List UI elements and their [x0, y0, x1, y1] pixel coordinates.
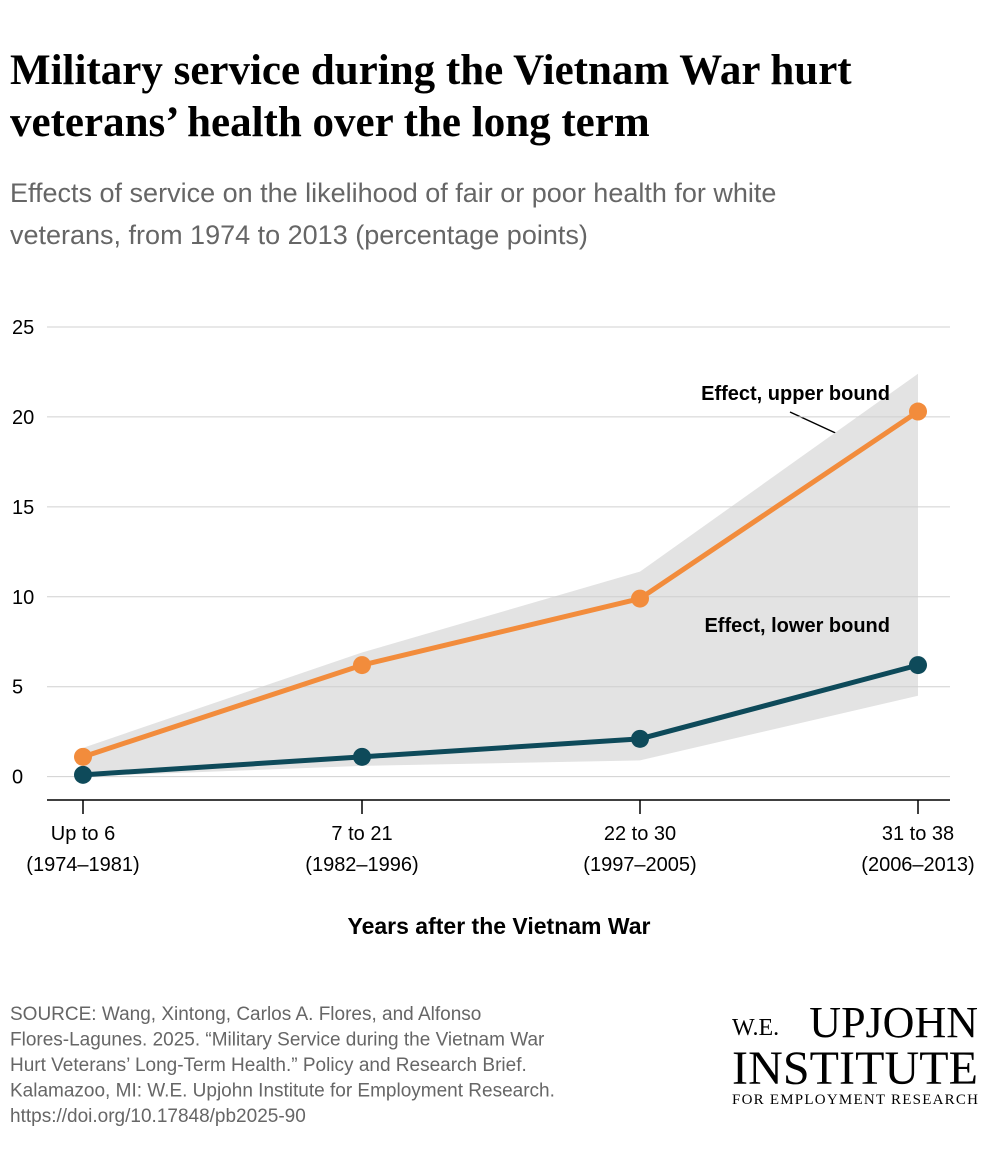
y-tick-label: 25: [12, 317, 34, 339]
source-note: Hurt Veterans’ Long-Term Health.” Policy…: [10, 1055, 527, 1076]
y-tick-label: 20: [12, 407, 34, 429]
x-tick-sublabel: (1997–2005): [583, 854, 696, 876]
x-tick-sublabel: (2006–2013): [861, 854, 974, 876]
y-tick-label: 5: [12, 677, 23, 699]
data-point: [353, 747, 371, 766]
confidence-band: [83, 373, 918, 777]
data-point: [909, 656, 927, 675]
y-tick-label: 10: [12, 587, 34, 609]
source-note: Flores-Lagunes. 2025. “Military Service …: [10, 1030, 545, 1051]
source-note: Kalamazoo, MI: W.E. Upjohn Institute for…: [10, 1081, 555, 1102]
x-tick-sublabel: (1974–1981): [26, 854, 139, 876]
annotation: Effect, upper bound: [701, 383, 890, 405]
x-tick-label: 31 to 38: [882, 823, 954, 845]
x-axis-title: Years after the Vietnam War: [348, 913, 651, 939]
x-tick-label: 7 to 21: [331, 823, 392, 845]
data-point: [631, 729, 649, 748]
source-note: SOURCE: Wang, Xintong, Carlos A. Flores,…: [10, 1004, 481, 1025]
logo-text: INSTITUTE: [732, 1042, 978, 1095]
logo-text: W.E.: [732, 1015, 779, 1041]
x-tick-sublabel: (1982–1996): [305, 854, 418, 876]
chart-subtitle: Effects of service on the likelihood of …: [10, 178, 776, 208]
data-point: [74, 747, 92, 766]
logo-text: UPJOHN: [809, 998, 978, 1047]
series-line: [82, 409, 920, 760]
logo-text: FOR EMPLOYMENT RESEARCH: [732, 1092, 978, 1108]
series-line: [82, 662, 919, 778]
chart-title: veterans’ health over the long term: [10, 99, 650, 146]
data-point: [353, 656, 371, 675]
data-point: [631, 589, 649, 608]
data-point: [74, 765, 92, 784]
data-point: [909, 402, 927, 421]
x-tick-label: Up to 6: [51, 823, 115, 845]
chart-title: Military service during the Vietnam War …: [10, 47, 852, 94]
source-note: https://doi.org/10.17848/pb2025-90: [10, 1106, 306, 1127]
annotation: Effect, lower bound: [704, 615, 890, 637]
chart-subtitle: veterans, from 1974 to 2013 (percentage …: [10, 220, 588, 250]
y-tick-label: 15: [12, 497, 34, 519]
y-tick-label: 0: [12, 767, 23, 789]
x-tick-label: 22 to 30: [604, 823, 676, 845]
